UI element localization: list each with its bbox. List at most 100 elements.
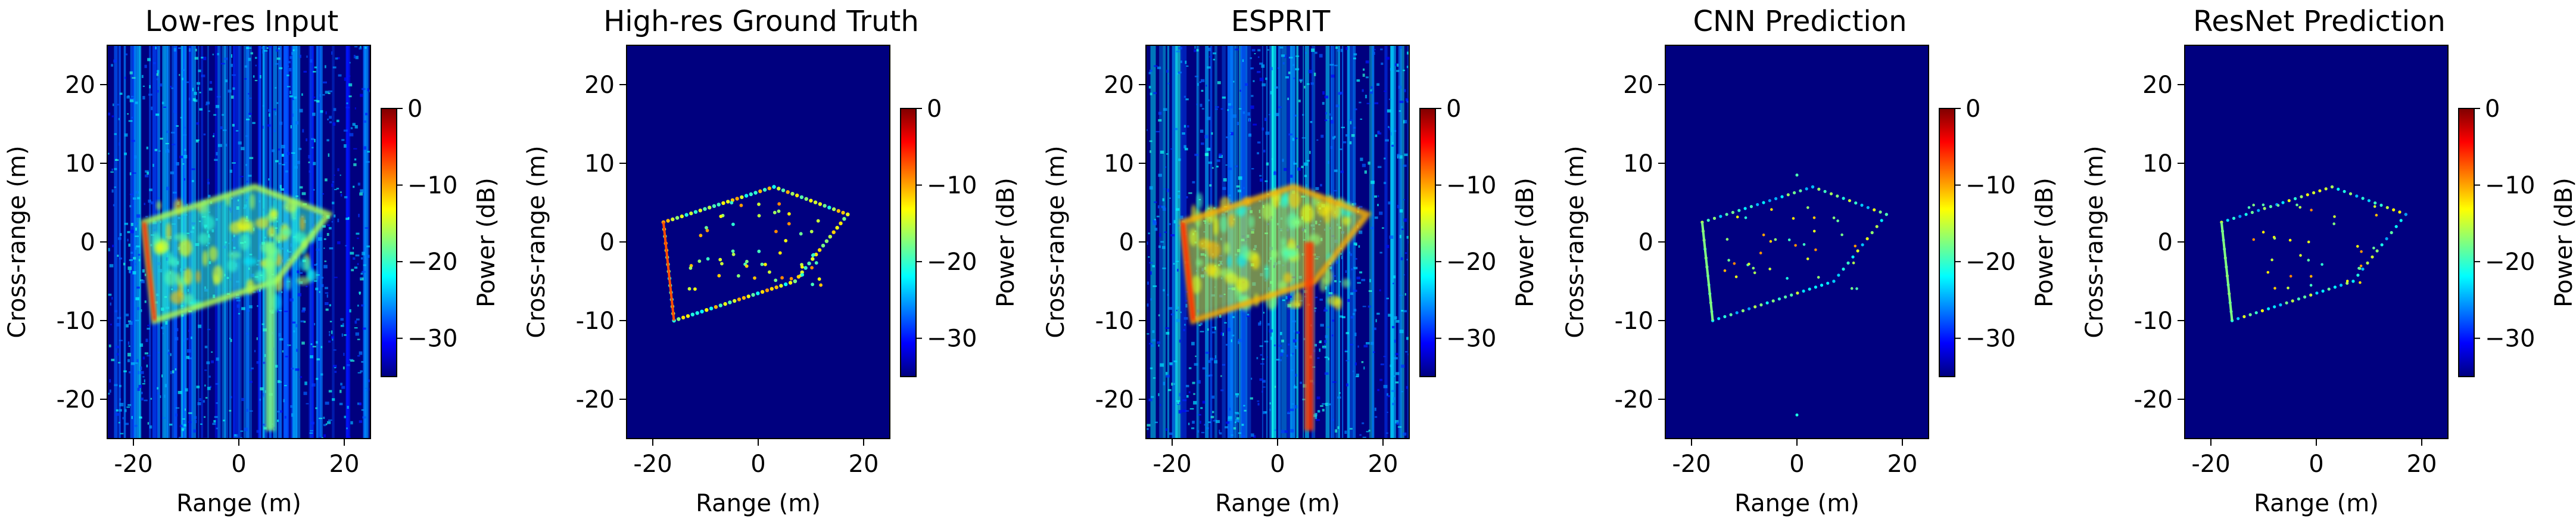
speckle <box>1235 419 1239 422</box>
speckle <box>238 313 240 315</box>
speckle <box>1288 72 1291 74</box>
speckle <box>333 108 337 111</box>
edge-scatterer <box>742 296 746 300</box>
speckle <box>1403 120 1405 124</box>
interior-scatterer <box>757 202 761 206</box>
speckle <box>129 98 134 102</box>
speckle <box>1311 48 1315 52</box>
speckle <box>1360 157 1363 161</box>
speckle <box>137 197 141 200</box>
speckle <box>1248 119 1251 122</box>
speckle <box>145 338 148 342</box>
interior-scatterer <box>753 276 756 280</box>
speckle <box>142 96 145 100</box>
speckle <box>342 366 345 369</box>
edge-scatterer <box>1793 191 1796 195</box>
speckle <box>1147 424 1151 427</box>
speckle <box>1257 71 1261 73</box>
speckle <box>1213 52 1216 55</box>
target-blob <box>239 233 250 251</box>
speckle <box>209 80 212 84</box>
speckle <box>288 61 291 64</box>
speckle <box>138 259 141 262</box>
speckle <box>308 155 312 159</box>
speckle <box>128 321 133 325</box>
interior-scatterer <box>1832 216 1836 219</box>
target-blob <box>195 270 201 284</box>
speckle <box>332 337 334 341</box>
speckle <box>1260 354 1263 356</box>
edge-scatterer <box>793 279 798 284</box>
edge-scatterer <box>737 297 742 302</box>
speckle <box>1223 178 1227 182</box>
y-tick-label: 20 <box>2142 72 2173 99</box>
speckle <box>1295 339 1298 342</box>
edge-scatterer <box>1719 215 1722 218</box>
speckle <box>118 142 120 146</box>
edge-scatterer <box>2232 216 2236 220</box>
speckle <box>1396 70 1400 72</box>
target-blob <box>1197 192 1203 209</box>
speckle <box>320 110 323 113</box>
speckle <box>240 430 244 432</box>
speckle <box>278 333 281 337</box>
speckle <box>116 409 119 412</box>
speckle <box>128 120 133 122</box>
speckle <box>1393 275 1396 279</box>
speckle <box>177 391 182 394</box>
speckle <box>297 293 301 297</box>
speckle <box>114 159 119 161</box>
speckle <box>289 56 292 59</box>
x-axis-label: Range (m) <box>1734 490 1859 517</box>
edge-scatterer <box>2351 279 2355 283</box>
panel-esprit: ESPRIT -20 0 20 Range (m) -20 -10 0 10 2… <box>1042 5 1539 517</box>
speckle <box>310 430 313 431</box>
speckle <box>1368 305 1372 308</box>
interior-scatterer <box>1806 206 1809 209</box>
edge-scatterer <box>744 194 749 198</box>
speckle <box>183 134 187 136</box>
speckle <box>1362 89 1364 92</box>
colorbar-tick-label: −20 <box>1446 248 1496 276</box>
speckle <box>142 269 145 273</box>
speckle <box>366 161 370 163</box>
edge-scatterer <box>777 187 781 191</box>
sidelobe-stripe <box>320 45 323 439</box>
speckle <box>1150 367 1153 369</box>
speckle <box>144 399 148 402</box>
speckle <box>1226 136 1228 138</box>
edge-scatterer <box>1748 307 1751 310</box>
speckle <box>132 197 136 200</box>
speckle <box>1326 326 1330 328</box>
speckle <box>1317 357 1320 359</box>
speckle <box>1365 76 1369 79</box>
speckle <box>1380 48 1383 51</box>
speckle <box>1400 257 1403 260</box>
speckle <box>1178 72 1180 74</box>
speckle <box>355 55 359 60</box>
speckle <box>144 274 147 276</box>
speckle <box>1173 360 1178 362</box>
speckle <box>263 394 266 397</box>
spurious-point <box>1795 413 1799 417</box>
speckle <box>331 330 333 334</box>
y-axis-label: Cross-range (m) <box>1042 145 1070 338</box>
speckle <box>1170 234 1175 237</box>
colorbar-label: Power (dB) <box>2031 178 2058 307</box>
speckle <box>289 95 293 98</box>
speckle <box>248 175 252 177</box>
interior-scatterer <box>1817 276 1820 279</box>
speckle <box>1326 403 1331 406</box>
speckle <box>260 75 261 79</box>
panel-cnn: CNN Prediction -20 0 20 Range (m) -20 -1… <box>1562 5 2058 517</box>
speckle <box>349 61 351 64</box>
speckle <box>354 266 358 269</box>
speckle <box>1257 403 1260 406</box>
speckle <box>309 170 312 173</box>
speckle <box>223 129 227 131</box>
interior-scatterer <box>731 249 735 253</box>
speckle <box>178 437 183 439</box>
speckle <box>1206 85 1207 87</box>
speckle <box>353 247 354 250</box>
target-blob <box>1291 218 1304 228</box>
